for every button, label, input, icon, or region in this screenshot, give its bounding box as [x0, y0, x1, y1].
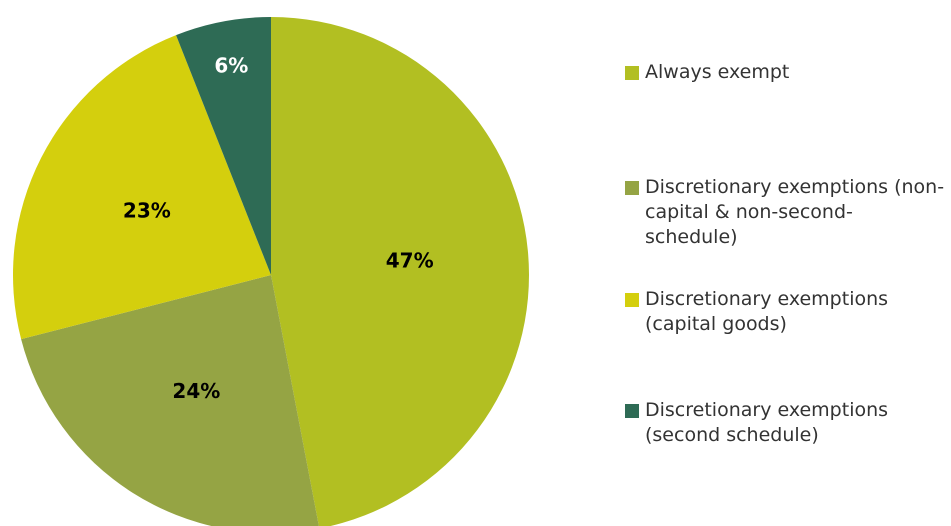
legend-label: Discretionary exemptions (non-capital & …	[645, 176, 945, 248]
pie-slice	[176, 17, 271, 275]
slice-label: 24%	[172, 379, 220, 403]
legend-label: Discretionary exemptions (second schedul…	[645, 399, 889, 446]
legend-item: Discretionary exemptions (second schedul…	[625, 398, 945, 448]
legend-swatch	[625, 181, 639, 195]
legend-item: Always exempt	[625, 60, 945, 85]
legend-swatch	[625, 404, 639, 418]
legend-swatch	[625, 293, 639, 307]
legend-item: Discretionary exemptions (non-capital & …	[625, 175, 945, 250]
pie-slice	[12, 35, 271, 340]
pie-slice	[271, 17, 529, 526]
legend-label: Always exempt	[645, 61, 790, 83]
legend-item: Discretionary exemptions (capital goods)	[625, 287, 945, 337]
slice-label: 47%	[386, 248, 434, 272]
legend-label: Discretionary exemptions (capital goods)	[645, 288, 889, 335]
slice-label: 6%	[214, 54, 248, 78]
pie-slice	[21, 275, 319, 526]
slice-label: 23%	[123, 198, 171, 222]
legend-swatch	[625, 66, 639, 80]
